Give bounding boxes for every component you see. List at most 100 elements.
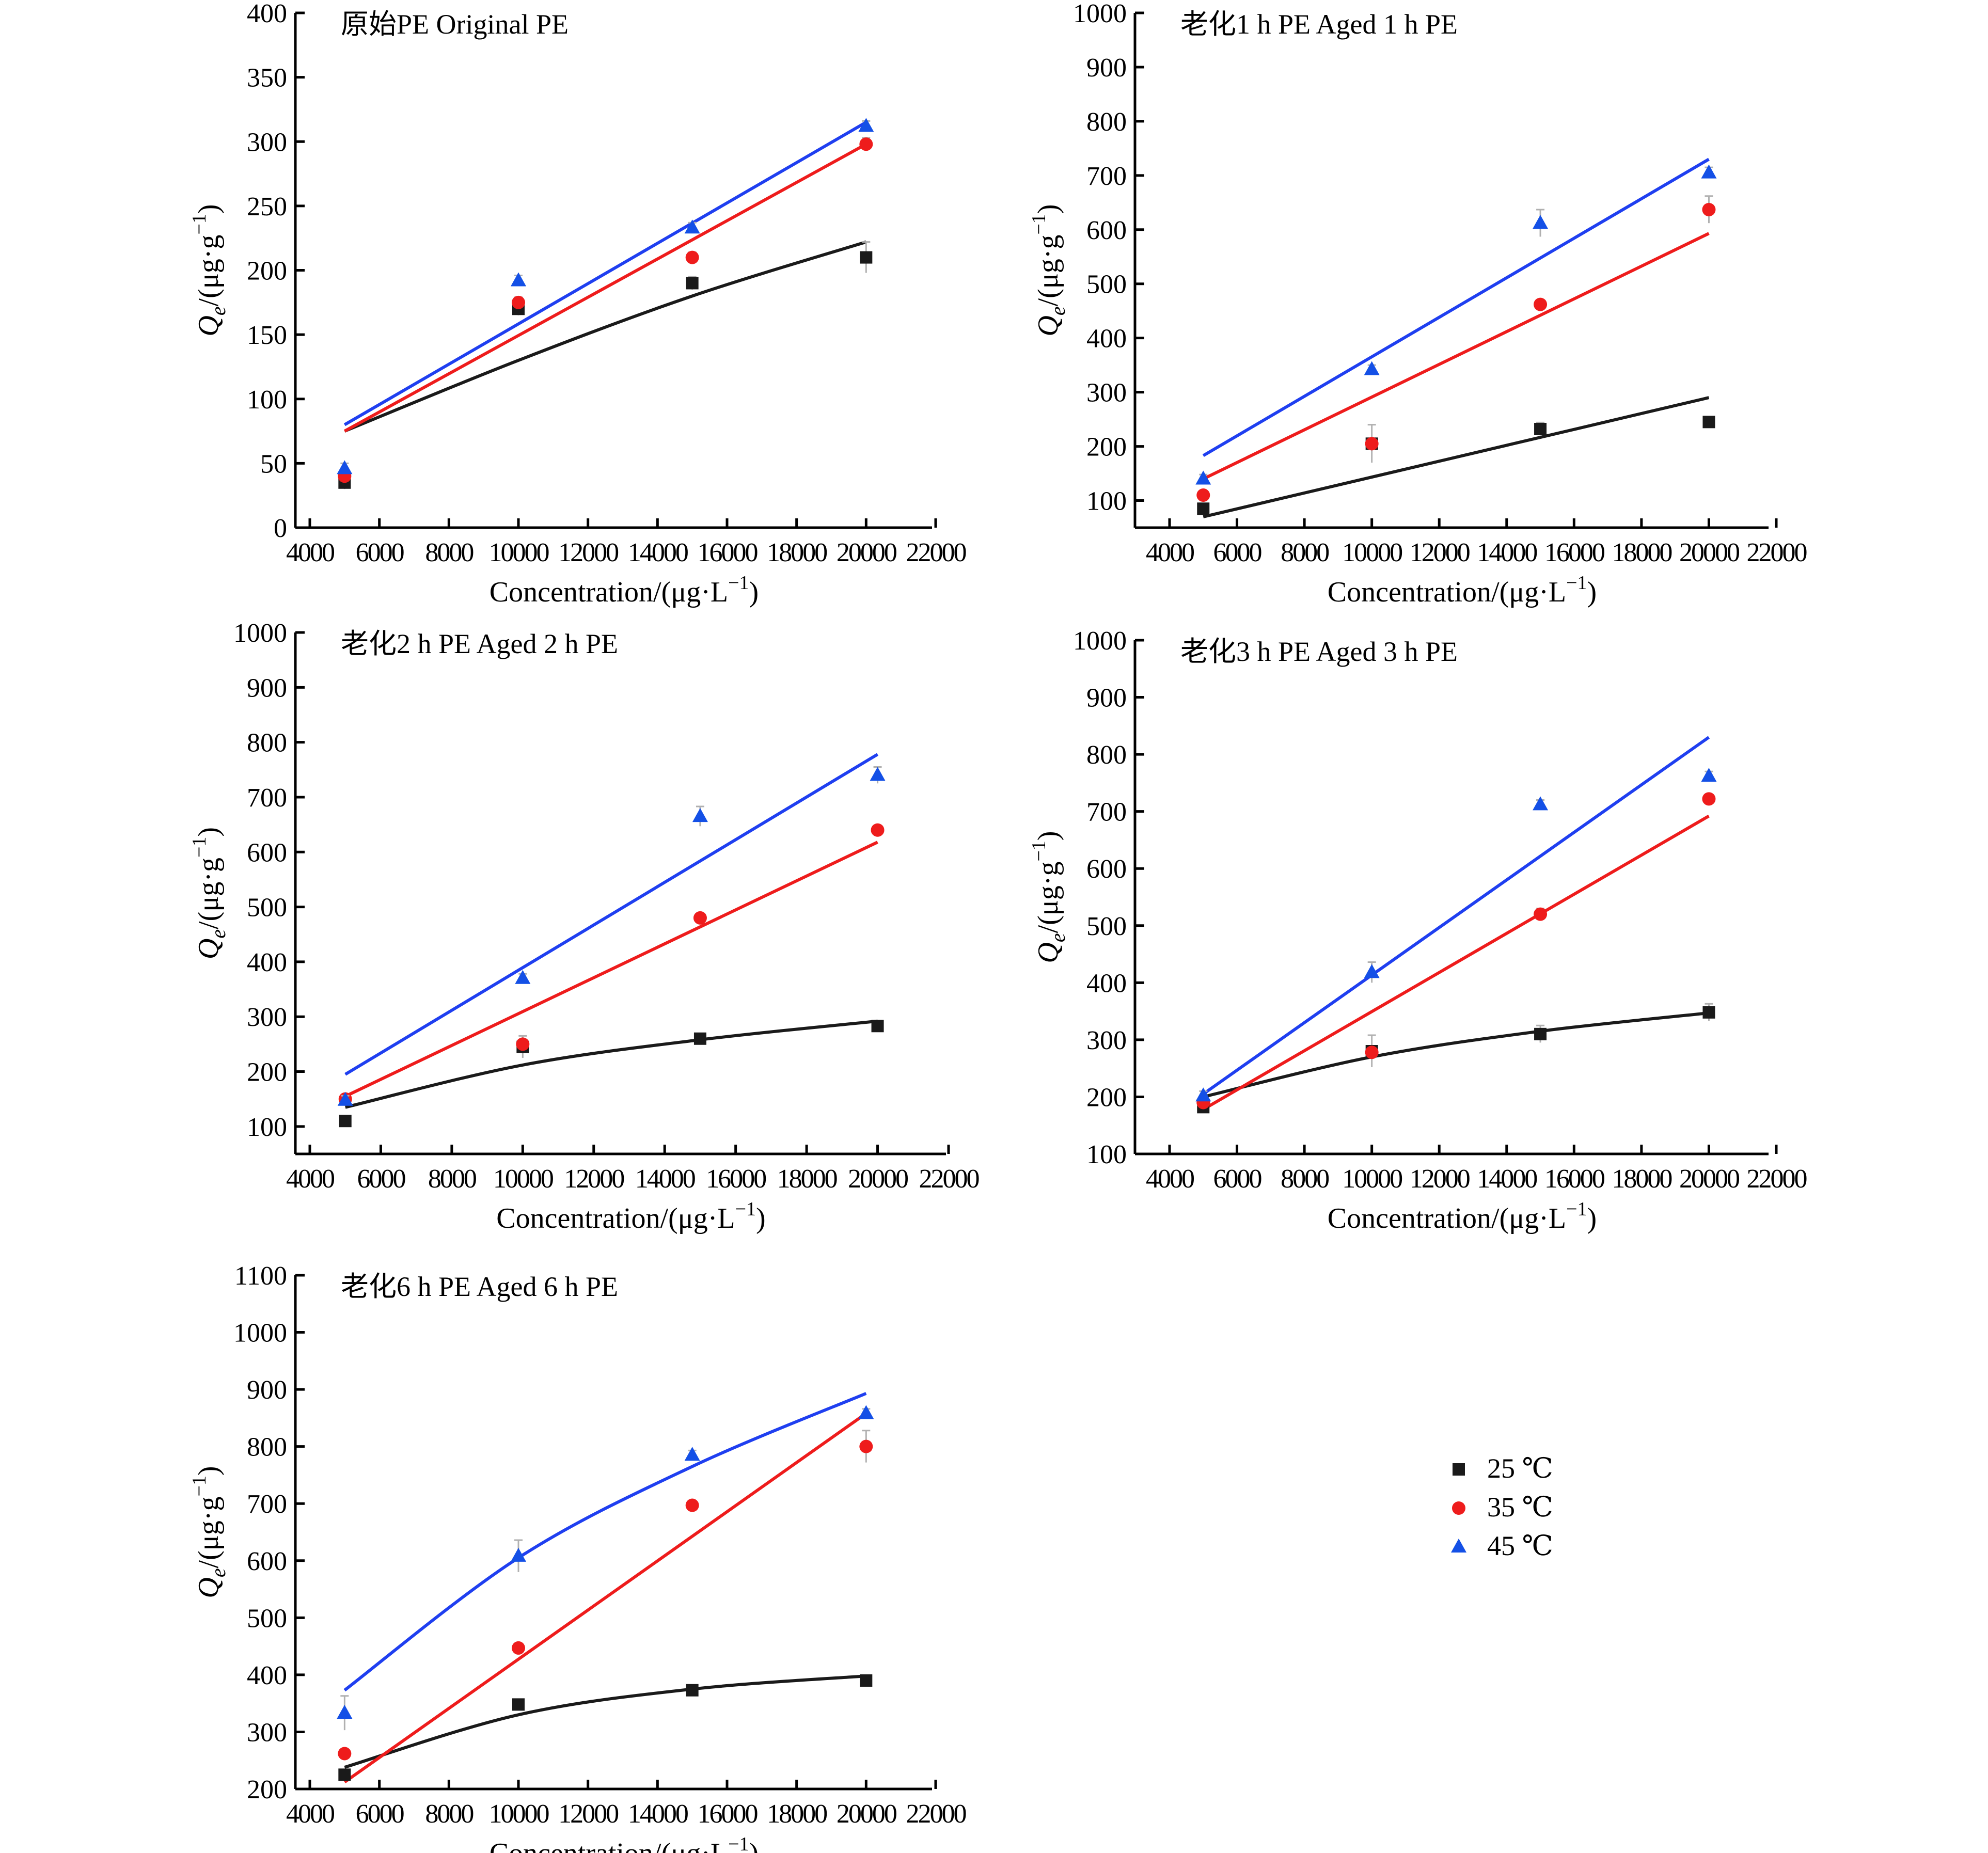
- data-point-35C: [685, 250, 699, 264]
- legend: 25 ℃ 35 ℃ 45 ℃: [1451, 1453, 1553, 1561]
- x-tick-label: 18000: [767, 538, 827, 567]
- fit-line-45C: [343, 1392, 867, 1692]
- x-tick-label: 18000: [1612, 1164, 1672, 1194]
- data-point-25C: [512, 1698, 525, 1711]
- y-tick-label: 900: [247, 673, 287, 703]
- x-tick-label: 16000: [698, 1799, 758, 1829]
- data-point-25C: [1197, 502, 1210, 515]
- data-point-45C: [692, 808, 708, 822]
- y-tick-label: 1100: [234, 1261, 287, 1291]
- y-tick-label: 100: [1086, 1140, 1127, 1169]
- fit-line-25C: [1203, 396, 1710, 518]
- x-tick-label: 22000: [919, 1164, 980, 1194]
- data-point-45C: [1533, 796, 1549, 811]
- data-point-35C: [685, 1498, 699, 1512]
- x-tick-label: 22000: [1747, 1164, 1807, 1194]
- legend-label: 35 ℃: [1487, 1492, 1553, 1523]
- y-tick-label: 300: [247, 1718, 287, 1747]
- y-tick-label: 500: [247, 1604, 287, 1633]
- x-tick-label: 14000: [635, 1164, 696, 1194]
- data-point-25C: [871, 1020, 884, 1033]
- fit-line-45C: [1202, 736, 1710, 1096]
- panel-title: 老化3 h PE Aged 3 h PE: [1180, 636, 1458, 667]
- x-tick-label: 8000: [1281, 538, 1329, 567]
- y-tick-label: 400: [247, 1661, 287, 1690]
- x-axis-label: Concentration/(μg·L−1): [1328, 1198, 1597, 1234]
- x-tick-label: 10000: [493, 1164, 554, 1194]
- data-point-45C: [1533, 215, 1549, 229]
- x-tick-label: 8000: [425, 1799, 474, 1829]
- y-tick-label: 150: [247, 321, 287, 350]
- x-tick-label: 18000: [777, 1164, 838, 1194]
- data-point-45C: [511, 272, 526, 287]
- chart-panel-4: 100 200 300 400 500 600 700 800 900 1000 4000 6000 8…: [1028, 626, 1809, 1234]
- x-tick-label: 8000: [425, 538, 474, 567]
- x-tick-label: 14000: [628, 1799, 688, 1829]
- panels: 0 50 100 150 200 250 300 350 400 4000 6000 8000 1000…: [188, 0, 1809, 1853]
- x-tick-label: 10000: [489, 538, 549, 567]
- y-tick-label: 800: [247, 728, 287, 758]
- x-tick-label: 8000: [1281, 1164, 1329, 1194]
- x-tick-label: 6000: [356, 538, 404, 567]
- x-tick-label: 4000: [1146, 538, 1194, 567]
- x-tick-label: 22000: [906, 1799, 967, 1829]
- data-point-45C: [1195, 1087, 1211, 1102]
- x-tick-label: 16000: [706, 1164, 766, 1194]
- x-tick-label: 6000: [1213, 1164, 1262, 1194]
- x-axis-label: Concentration/(μg·L−1): [490, 572, 759, 608]
- x-axis-label: Concentration/(μg·L−1): [1328, 572, 1597, 608]
- y-tick-label: 200: [247, 257, 287, 286]
- panel-title: 老化6 h PE Aged 6 h PE: [341, 1271, 618, 1302]
- data-point-35C: [512, 295, 525, 309]
- y-tick-label: 350: [247, 64, 287, 93]
- y-axis-label: Qe/(μg·g−1): [1028, 204, 1069, 336]
- x-tick-label: 6000: [1213, 538, 1262, 567]
- x-tick-label: 6000: [357, 1164, 405, 1194]
- y-tick-label: 1000: [233, 619, 287, 648]
- fit-line-25C: [1203, 1011, 1709, 1099]
- legend-label: 25 ℃: [1487, 1453, 1553, 1484]
- x-tick-label: 14000: [1477, 1164, 1537, 1194]
- data-point-45C: [1364, 964, 1380, 978]
- y-axis-label: Qe/(μg·g−1): [188, 1466, 230, 1598]
- data-point-45C: [511, 1547, 526, 1562]
- y-tick-label: 300: [247, 1003, 287, 1032]
- y-tick-label: 900: [247, 1375, 287, 1405]
- data-point-25C: [339, 1115, 352, 1128]
- data-point-45C: [684, 219, 700, 234]
- fit-line-35C: [343, 142, 867, 433]
- y-tick-label: 100: [247, 385, 287, 415]
- y-tick-label: 800: [247, 1433, 287, 1462]
- y-axis-label: Qe/(μg·g−1): [1028, 831, 1069, 963]
- x-tick-label: 22000: [906, 538, 967, 567]
- y-tick-label: 900: [1086, 53, 1127, 83]
- data-point-45C: [1195, 470, 1211, 485]
- y-tick-label: 500: [1086, 912, 1127, 941]
- data-point-25C: [686, 277, 699, 290]
- x-tick-label: 12000: [558, 538, 619, 567]
- y-tick-label: 300: [1086, 1026, 1127, 1055]
- y-tick-label: 50: [260, 449, 287, 479]
- x-tick-label: 12000: [1410, 538, 1470, 567]
- x-tick-label: 20000: [1679, 1164, 1740, 1194]
- data-point-25C: [1702, 416, 1715, 429]
- data-point-35C: [1534, 907, 1548, 921]
- y-tick-label: 700: [1086, 162, 1127, 191]
- data-point-45C: [684, 1447, 700, 1461]
- legend-marker-3: [1451, 1539, 1466, 1553]
- y-tick-label: 200: [247, 1775, 287, 1804]
- x-tick-label: 12000: [558, 1799, 619, 1829]
- x-tick-label: 20000: [837, 538, 897, 567]
- data-point-35C: [1196, 488, 1210, 502]
- y-tick-label: 400: [247, 0, 287, 28]
- data-point-25C: [860, 1674, 873, 1687]
- data-point-35C: [859, 137, 873, 151]
- y-tick-label: 400: [1086, 324, 1127, 354]
- data-point-35C: [1702, 202, 1716, 216]
- x-tick-label: 16000: [698, 538, 758, 567]
- y-tick-label: 800: [1086, 740, 1127, 770]
- y-tick-label: 1000: [233, 1319, 287, 1348]
- y-tick-label: 500: [247, 893, 287, 923]
- panel-title: 老化1 h PE Aged 1 h PE: [1180, 9, 1458, 40]
